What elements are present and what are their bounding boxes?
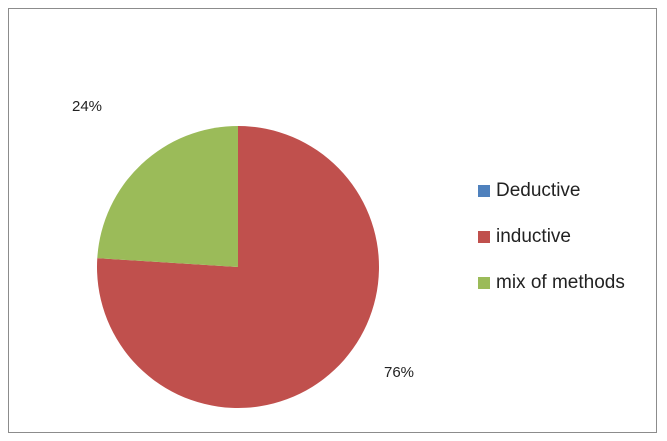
legend-label-deductive: Deductive	[496, 180, 581, 201]
legend-label-inductive: inductive	[496, 226, 571, 247]
data-label-mix-of-methods: 24%	[72, 98, 103, 115]
data-label-inductive: 76%	[384, 364, 415, 381]
legend-swatch-deductive	[478, 185, 490, 197]
legend-swatch-inductive	[478, 231, 490, 243]
legend: Deductive inductive mix of methods	[478, 168, 625, 306]
legend-swatch-mix-of-methods	[478, 277, 490, 289]
pie-slice-mix-of-methods	[97, 126, 238, 267]
legend-label-mix-of-methods: mix of methods	[496, 272, 625, 293]
legend-item-inductive: inductive	[478, 214, 625, 260]
legend-item-mix-of-methods: mix of methods	[478, 260, 625, 306]
legend-item-deductive: Deductive	[478, 168, 625, 214]
